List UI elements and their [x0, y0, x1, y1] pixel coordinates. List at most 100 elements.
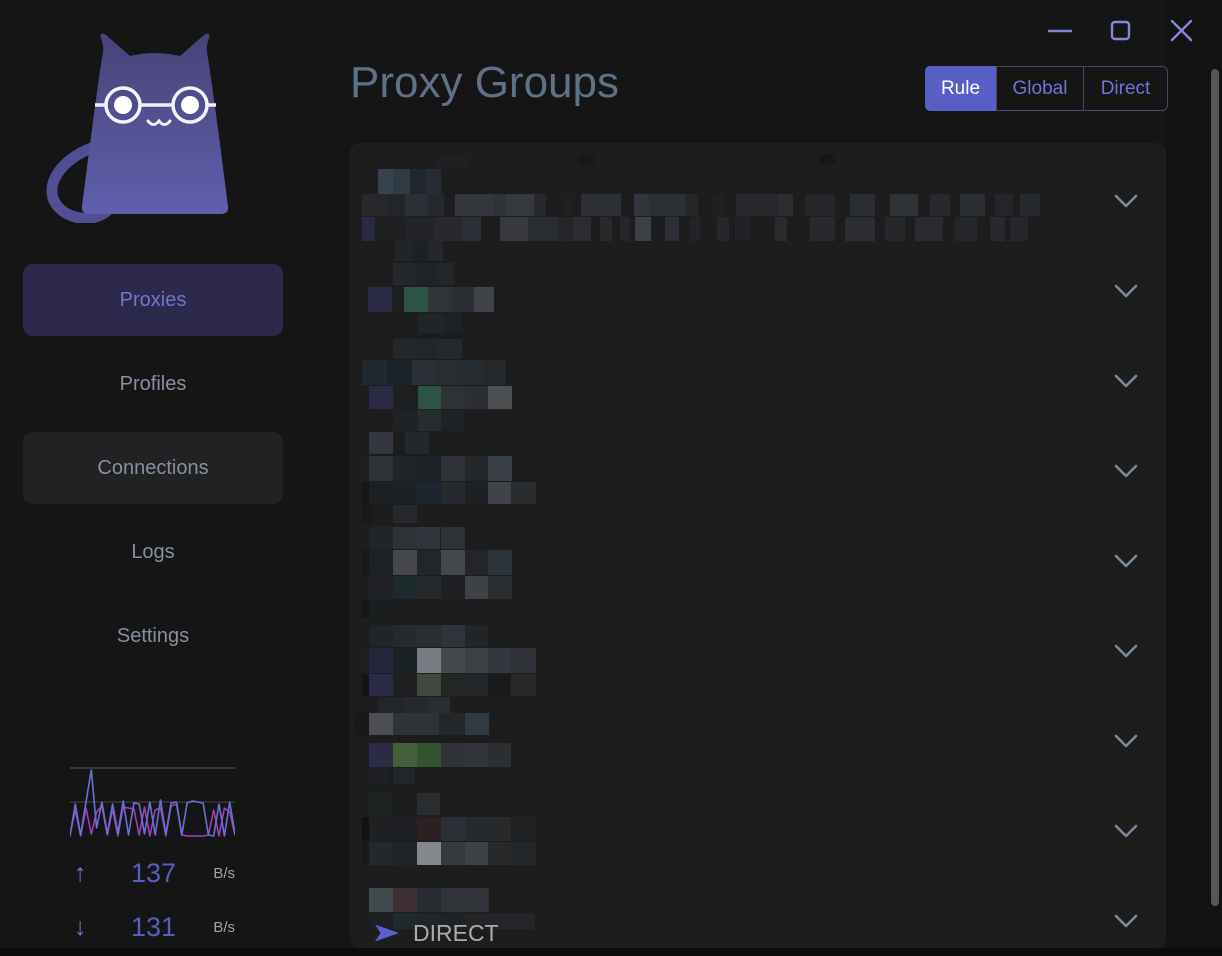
maximize-icon: [1110, 20, 1130, 40]
redacted-block: [465, 550, 488, 575]
redacted-block: [417, 793, 440, 815]
chevron-down-icon[interactable]: [1112, 549, 1140, 573]
redacted-block: [960, 194, 985, 216]
redacted-block: [362, 842, 369, 865]
redacted-block: [417, 456, 441, 481]
redacted-block: [378, 169, 393, 194]
redacted-block: [355, 713, 369, 735]
redacted-block: [578, 155, 594, 165]
close-button[interactable]: [1168, 17, 1194, 43]
redacted-block: [417, 625, 441, 647]
redacted-block: [563, 194, 572, 216]
redacted-block: [511, 817, 536, 841]
sidebar-item-connections[interactable]: Connections: [23, 432, 283, 504]
redacted-block: [441, 842, 465, 865]
redacted-block: [369, 674, 393, 696]
sidebar-item-logs[interactable]: Logs: [131, 540, 175, 563]
redacted-block: [369, 743, 393, 767]
redacted-block: [438, 263, 454, 285]
redacted-block: [405, 194, 428, 216]
scrollbar-thumb[interactable]: [1211, 69, 1219, 906]
redacted-block: [435, 360, 459, 385]
redacted-block: [438, 339, 462, 359]
redacted-block: [452, 287, 474, 312]
redacted-block: [506, 194, 534, 216]
redacted-block: [488, 482, 512, 504]
chevron-down-icon[interactable]: [1112, 909, 1140, 933]
download-stat: ↓ 131 B/s: [70, 910, 235, 944]
upload-value: 137: [130, 857, 177, 888]
redacted-block: [417, 743, 441, 767]
redacted-block: [455, 194, 493, 216]
redacted-block: [417, 527, 440, 549]
redacted-block: [444, 313, 462, 333]
redacted-block: [441, 674, 465, 696]
chevron-down-icon[interactable]: [1112, 459, 1140, 483]
redacted-block: [368, 287, 392, 312]
clash-cat-logo: [45, 28, 240, 224]
sidebar-item-proxies[interactable]: Proxies: [23, 264, 283, 336]
redacted-block: [388, 194, 405, 216]
sidebar-item-settings[interactable]: Settings: [116, 624, 190, 647]
redacted-block: [441, 482, 465, 504]
redacted-block: [488, 842, 511, 865]
chevron-down-icon[interactable]: [1112, 729, 1140, 753]
sidebar-item-profiles[interactable]: Profiles: [119, 372, 187, 395]
redacted-block: [418, 386, 441, 409]
redacted-block: [369, 550, 393, 575]
redacted-block: [362, 505, 372, 523]
redacted-block: [405, 432, 429, 454]
redacted-block: [778, 194, 793, 216]
redacted-block: [369, 817, 393, 841]
redacted-block: [425, 169, 441, 194]
minimize-button[interactable]: [1047, 17, 1073, 43]
redacted-block: [441, 410, 464, 431]
redacted-block: [369, 625, 393, 647]
chevron-down-icon[interactable]: [1112, 279, 1140, 303]
send-arrow-icon: [374, 924, 400, 942]
redacted-block: [362, 482, 369, 504]
redacted-block: [393, 674, 417, 696]
redacted-block: [465, 648, 489, 673]
redacted-block: [369, 576, 393, 599]
redacted-block: [393, 386, 418, 409]
cat-eye-left: [114, 96, 132, 114]
redacted-block: [417, 674, 441, 696]
redacted-block: [369, 386, 393, 409]
redacted-block: [890, 194, 918, 216]
redacted-block: [465, 674, 489, 696]
chevron-down-icon[interactable]: [1112, 189, 1140, 213]
redacted-block: [428, 241, 443, 261]
maximize-button[interactable]: [1107, 17, 1133, 43]
chevron-down-icon[interactable]: [1112, 639, 1140, 663]
chevron-down-icon[interactable]: [1112, 819, 1140, 843]
redacted-block: [428, 287, 452, 312]
mode-rule-button[interactable]: Rule: [925, 66, 996, 111]
redacted-block: [465, 842, 489, 865]
redacted-block: [665, 217, 679, 241]
redacted-block: [393, 505, 417, 523]
redacted-block: [441, 888, 489, 912]
redacted-block: [393, 527, 417, 549]
redacted-block: [417, 817, 441, 841]
redacted-block: [634, 194, 649, 216]
redacted-block: [649, 194, 685, 216]
redacted-block: [488, 456, 512, 481]
mode-direct-button[interactable]: Direct: [1083, 67, 1167, 110]
mode-global-button[interactable]: Global: [996, 67, 1083, 110]
redacted-block: [369, 600, 393, 618]
cat-eye-right: [181, 96, 199, 114]
chevron-down-icon[interactable]: [1112, 369, 1140, 393]
down-arrow-icon: ↓: [74, 912, 87, 941]
redacted-block: [690, 217, 700, 241]
download-unit: B/s: [213, 918, 235, 936]
redacted-block: [685, 194, 698, 216]
redacted-block: [393, 713, 439, 735]
redacted-block: [393, 913, 417, 929]
redacted-block: [441, 648, 465, 673]
redacted-block: [369, 888, 393, 912]
redacted-block: [488, 576, 512, 599]
proxy-item-direct[interactable]: DIRECT: [374, 918, 499, 948]
redacted-block: [488, 674, 511, 696]
